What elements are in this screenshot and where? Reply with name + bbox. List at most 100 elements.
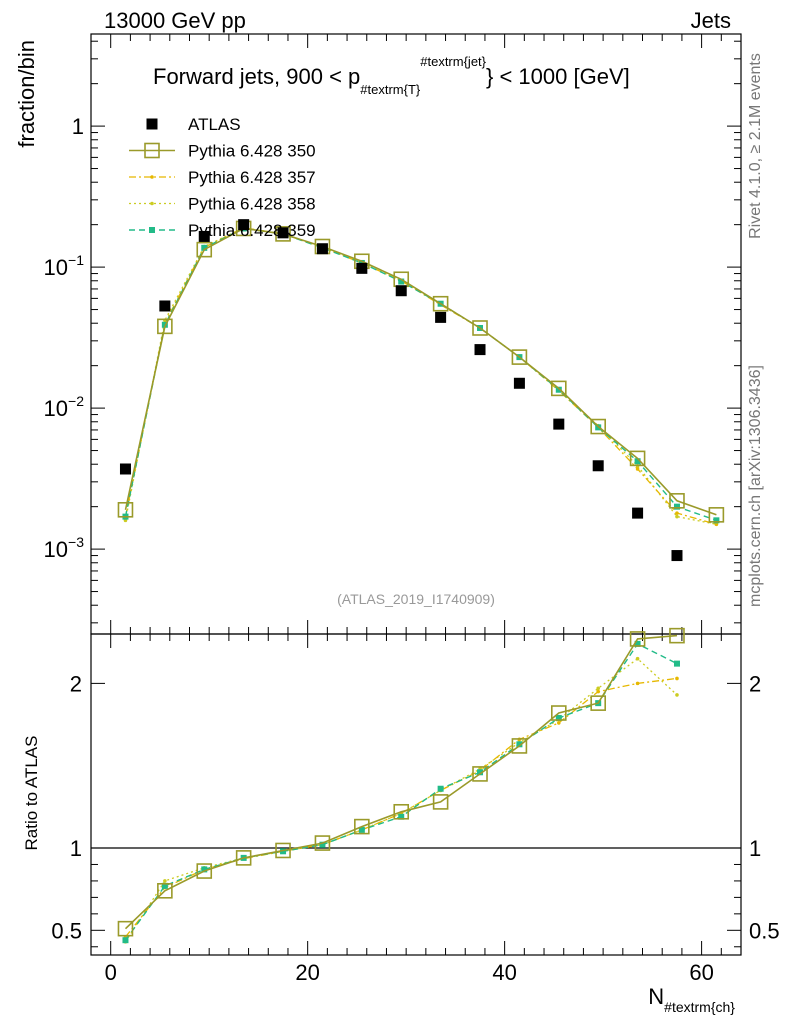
point-atlas — [198, 230, 210, 242]
main-y-tick-label: 10−1 — [44, 252, 85, 280]
point-atlas — [435, 311, 447, 323]
main-y-tick-base: 10 — [44, 396, 68, 421]
ratio-point-p350 — [314, 835, 331, 851]
ratio-point-p358 — [596, 686, 600, 691]
ratio-point-p350 — [354, 818, 370, 835]
ratio-y-axis-label: Ratio to ATLAS — [22, 736, 41, 851]
series-line-p350 — [124, 227, 717, 516]
ratio-x-tick-label: 0 — [105, 960, 117, 985]
ratio-point-p350 — [117, 920, 134, 937]
main-y-tick-label: 1 — [72, 114, 84, 139]
ratio-axis-ticks: 0.5 0.51 12 20 20 40 60 — [51, 634, 780, 985]
ratio-y-tick-label-right: 2 — [749, 671, 761, 696]
legend-marker-p357 — [150, 175, 154, 179]
point-p359 — [555, 386, 562, 393]
ratio-point-p359 — [673, 660, 680, 667]
jets-label: Jets — [691, 8, 731, 33]
point-atlas — [592, 460, 604, 472]
point-p350 — [432, 295, 449, 312]
point-p350 — [472, 320, 488, 336]
ratio-point-p359 — [122, 937, 129, 944]
point-p350 — [196, 241, 213, 258]
point-atlas — [316, 243, 328, 255]
legend-label: Pythia 6.428 359 — [188, 221, 316, 240]
series-p357 — [123, 226, 719, 527]
point-p350 — [511, 349, 528, 365]
point-atlas — [671, 550, 683, 562]
ratio-y-tick-label-right: 1 — [749, 836, 761, 861]
ratio-series-p358 — [123, 656, 679, 944]
ratio-point-p350 — [235, 850, 252, 866]
legend-marker-atlas — [146, 118, 158, 130]
ratio-series-layer — [117, 627, 685, 944]
ratio-y-tick-label: 2 — [70, 671, 82, 696]
ratio-y-tick-label: 0.5 — [51, 918, 82, 943]
point-p357 — [635, 467, 640, 471]
ratio-x-tick-label: 20 — [295, 960, 319, 985]
mcplots-label: mcplots.cern.ch [arXiv:1306.3436] — [747, 365, 764, 607]
point-atlas — [277, 227, 289, 239]
point-p358 — [675, 514, 679, 519]
ratio-point-p359 — [161, 882, 168, 889]
main-y-tick-exp: −3 — [68, 534, 84, 550]
series-atlas — [119, 219, 683, 562]
legend-item: Pythia 6.428 358 — [129, 195, 316, 214]
series-p359 — [122, 225, 720, 524]
point-atlas — [238, 219, 250, 231]
ratio-point-p350 — [196, 863, 213, 879]
point-p350 — [669, 493, 685, 509]
main-axis-ticks: 10−310−210−11 — [44, 34, 742, 634]
point-p359 — [201, 244, 208, 251]
point-p350 — [629, 450, 646, 467]
point-atlas — [632, 507, 644, 519]
x-axis-label-main: N — [648, 984, 664, 1009]
ratio-point-p358 — [675, 693, 679, 697]
series-line-p357 — [124, 227, 717, 525]
x-axis-label-sub: #textrm{ch} — [664, 999, 735, 1015]
ratio-point-p350 — [551, 705, 567, 721]
point-p357 — [714, 522, 719, 527]
point-atlas — [513, 377, 525, 389]
legend-label: ATLAS — [188, 115, 241, 134]
ratio-point-p359 — [516, 741, 523, 748]
point-atlas — [395, 285, 407, 297]
main-y-axis-label: fraction/bin — [14, 40, 39, 148]
ratio-point-p359 — [358, 826, 365, 833]
ratio-point-p350 — [629, 631, 646, 647]
point-p359 — [634, 458, 641, 465]
main-y-tick-label: 10−3 — [44, 534, 85, 562]
ratio-point-p357 — [596, 689, 600, 694]
ratio-point-p357 — [557, 721, 561, 725]
rivet-label: Rivet 4.1.0, ≥ 2.1M events — [747, 53, 764, 239]
analysis-id: (ATLAS_2019_I1740909) — [337, 591, 495, 607]
series-p358 — [123, 226, 719, 527]
ratio-line-p358 — [124, 657, 678, 943]
plot-title-main: Forward jets, 900 < p — [153, 64, 360, 89]
ratio-line-p350 — [124, 634, 678, 930]
legend-label: Pythia 6.428 357 — [188, 168, 316, 187]
ratio-series-p357 — [123, 676, 679, 939]
main-y-tick-base: 1 — [72, 114, 84, 139]
ratio-point-p359 — [437, 785, 444, 792]
point-atlas — [119, 463, 131, 475]
main-y-tick-base: 10 — [44, 255, 68, 280]
ratio-series-p350 — [117, 627, 685, 937]
ratio-point-p350 — [472, 766, 488, 782]
legend-item: Pythia 6.428 357 — [129, 168, 316, 187]
ratio-point-p359 — [319, 841, 326, 848]
ratio-panel-frame — [90, 633, 742, 956]
ratio-y-tick-label-right: 0.5 — [749, 918, 780, 943]
point-p350 — [275, 226, 291, 242]
ratio-point-p357 — [675, 676, 679, 681]
point-p359 — [713, 517, 720, 524]
ratio-point-p359 — [477, 769, 484, 776]
main-y-tick-exp: −1 — [68, 252, 84, 268]
ratio-point-p350 — [275, 842, 291, 859]
main-y-tick-base: 10 — [44, 537, 68, 562]
point-p359 — [398, 278, 405, 285]
point-p350 — [157, 318, 173, 335]
ratio-point-p350 — [157, 882, 173, 899]
plot-title: Forward jets, 900 < p#textrm{T} #textrm{j… — [153, 54, 630, 97]
point-p359 — [673, 503, 680, 510]
